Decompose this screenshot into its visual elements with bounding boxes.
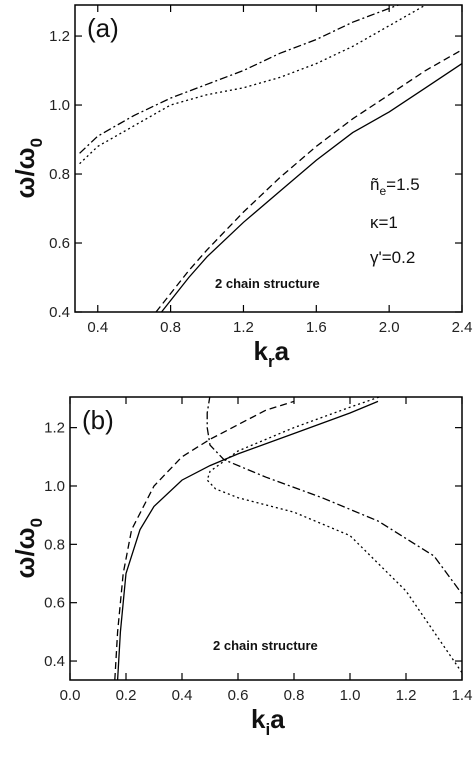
x-tick-label: 1.0 xyxy=(340,687,361,704)
x-label-part: r xyxy=(268,352,275,371)
annotation-part: γ'=0.2 xyxy=(370,248,415,267)
plot-frame xyxy=(74,4,463,313)
y-tick-label: 1.0 xyxy=(44,478,65,495)
annotation-part: κ=1 xyxy=(370,213,398,232)
y-tick-label: 0.6 xyxy=(44,595,65,612)
x-tick-label: 0.0 xyxy=(60,687,81,704)
panel-label: (a) xyxy=(87,13,119,43)
y-label-part: 0 xyxy=(27,138,46,147)
x-tick-label: 0.2 xyxy=(116,687,137,704)
x-tick-label: 1.4 xyxy=(452,687,473,704)
annotation-part: 2 chain structure xyxy=(215,276,320,291)
curve xyxy=(160,63,462,312)
panel: 0.4 0.8 1.2 1.6 2.0 2.4 0.4 0.6 0.8 1.0 1.2 (a) kra ω… xyxy=(10,4,473,371)
x-tick-label: 0.6 xyxy=(228,687,249,704)
y-label-part: ω/ω xyxy=(10,147,40,198)
annotation: 2 chain structure xyxy=(215,276,320,291)
curve xyxy=(114,400,295,680)
x-tick-label: 2.0 xyxy=(379,319,400,336)
y-axis-label: ω/ω0 xyxy=(10,138,46,199)
x-label-part: a xyxy=(270,704,285,734)
x-tick-label: 0.8 xyxy=(284,687,305,704)
x-label-part: i xyxy=(265,720,270,739)
panel-label: (b) xyxy=(82,405,114,435)
x-axis-label: kra xyxy=(254,336,290,371)
y-tick-label: 0.8 xyxy=(44,536,65,553)
annotation: γ'=0.2 xyxy=(370,248,415,267)
curve xyxy=(206,397,462,595)
curve xyxy=(79,5,401,154)
x-tick-label: 2.4 xyxy=(452,319,473,336)
annotation-part: =1.5 xyxy=(386,175,420,194)
x-tick-label: 0.4 xyxy=(172,687,193,704)
annotation: 2 chain structure xyxy=(213,638,318,653)
annotation-part: ñ xyxy=(370,175,379,194)
x-label-part: a xyxy=(275,336,290,366)
y-tick-label: 1.2 xyxy=(44,420,65,437)
y-label-part: ω/ω xyxy=(10,527,40,578)
annotation: ñe=1.5 xyxy=(370,175,420,198)
x-tick-label: 1.2 xyxy=(396,687,417,704)
panel: 0.0 0.2 0.4 0.6 0.8 1.0 1.2 1.4 0.4 0.6 0.8 1.0 1.2 (… xyxy=(10,396,473,739)
x-tick-label: 1.2 xyxy=(233,319,254,336)
y-tick-label: 0.8 xyxy=(49,166,70,183)
curves xyxy=(114,397,462,680)
y-tick-label: 0.6 xyxy=(49,235,70,252)
x-label-part: k xyxy=(254,336,269,366)
y-tick-label: 0.4 xyxy=(49,304,70,321)
annotation-part: e xyxy=(379,184,386,198)
x-tick-label: 0.8 xyxy=(160,319,181,336)
x-label-part: k xyxy=(251,704,266,734)
x-tick-label: 0.4 xyxy=(87,319,108,336)
y-tick-label: 0.4 xyxy=(44,653,65,670)
curve xyxy=(116,400,379,680)
plot-frame xyxy=(69,396,463,681)
curve xyxy=(206,397,462,674)
x-axis-label: kia xyxy=(251,704,285,739)
y-label-part: 0 xyxy=(27,518,46,527)
curves xyxy=(79,5,462,312)
curve xyxy=(79,5,426,165)
x-tick-label: 1.6 xyxy=(306,319,327,336)
y-tick-label: 1.2 xyxy=(49,28,70,45)
curve xyxy=(155,49,462,312)
annotation-part: 2 chain structure xyxy=(213,638,318,653)
y-tick-label: 1.0 xyxy=(49,97,70,114)
annotation: κ=1 xyxy=(370,213,398,232)
y-axis-label: ω/ω0 xyxy=(10,518,46,579)
